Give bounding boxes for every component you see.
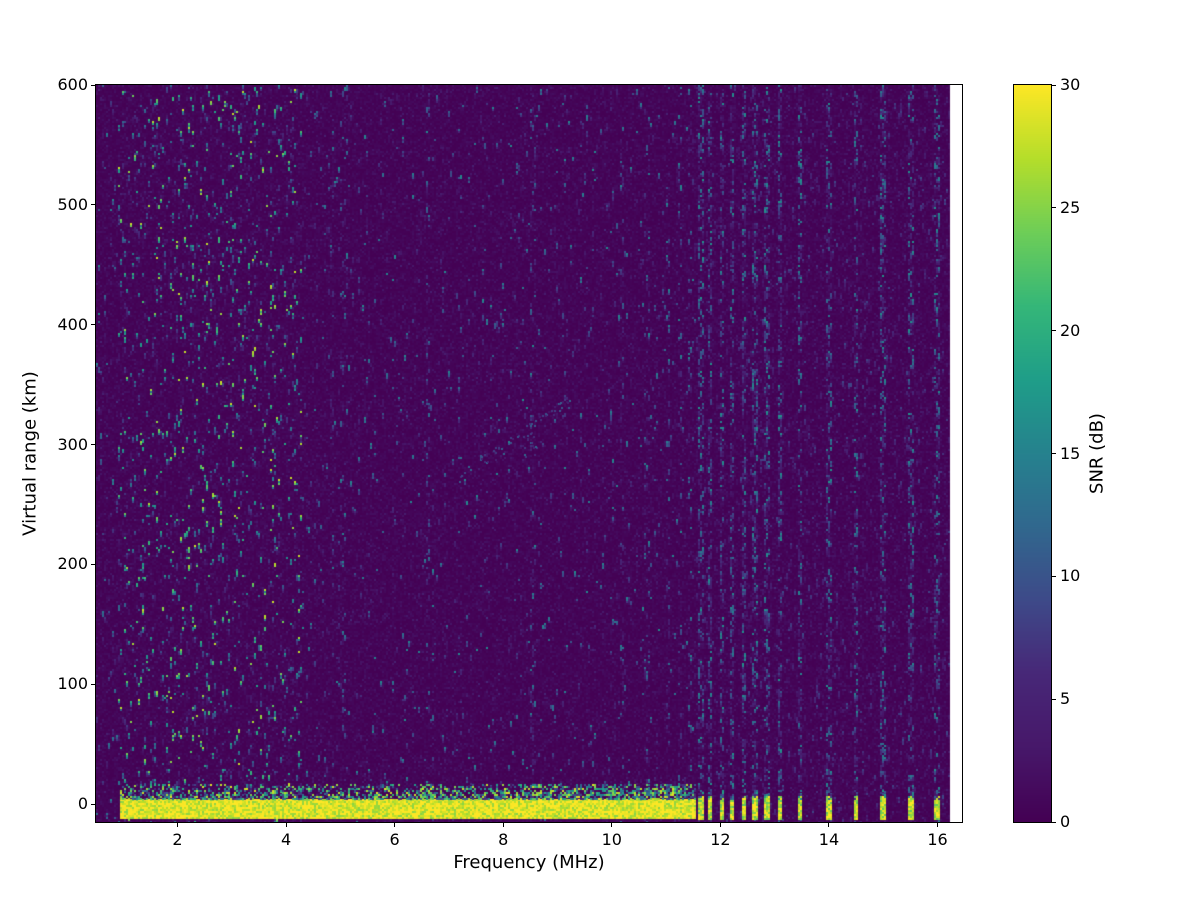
- x-tick-label: 16: [927, 830, 948, 849]
- y-tick-label: 500: [57, 194, 88, 214]
- x-tick-label: 4: [280, 830, 292, 849]
- x-axis-label: Frequency (MHz): [453, 852, 605, 873]
- colorbar-tick-mark: [1052, 84, 1056, 86]
- y-tick-label: 600: [57, 75, 88, 94]
- x-tick-label: 2: [172, 830, 183, 849]
- y-tick-label: 100: [57, 674, 88, 694]
- y-tick-label: 300: [57, 434, 88, 454]
- colorbar-tick-label: 30: [1060, 75, 1081, 94]
- x-tick-mark: [285, 823, 287, 827]
- ionogram-heatmap-canvas: [96, 85, 962, 822]
- colorbar-tick-label: 15: [1060, 443, 1081, 463]
- x-tick-label: 8: [498, 830, 509, 849]
- colorbar-tick-label: 0: [1060, 812, 1071, 831]
- x-tick-mark: [828, 823, 830, 827]
- y-tick-mark: [91, 683, 95, 685]
- x-tick-label: 10: [601, 830, 622, 849]
- x-tick-label: 12: [710, 830, 731, 849]
- colorbar-tick-label: 25: [1060, 197, 1081, 217]
- x-tick-mark: [502, 823, 504, 827]
- colorbar: [1013, 84, 1052, 823]
- y-tick-label: 0: [77, 794, 88, 814]
- colorbar-tick-mark: [1052, 453, 1056, 454]
- colorbar-tick-label: 20: [1060, 320, 1081, 340]
- colorbar-tick-mark: [1052, 207, 1056, 209]
- y-tick-mark: [91, 803, 95, 805]
- y-tick-label: 400: [57, 314, 88, 334]
- x-tick-mark: [937, 823, 939, 827]
- y-tick-mark: [91, 84, 95, 86]
- colorbar-tick-mark: [1052, 698, 1056, 700]
- y-tick-mark: [91, 563, 95, 565]
- colorbar-tick-mark: [1052, 330, 1056, 332]
- x-tick-mark: [176, 823, 178, 827]
- colorbar-tick-mark: [1052, 821, 1056, 823]
- y-tick-mark: [91, 444, 95, 445]
- x-tick-label: 14: [818, 830, 840, 849]
- x-tick-mark: [394, 823, 396, 827]
- x-tick-mark: [719, 823, 721, 827]
- colorbar-tick-label: 10: [1060, 566, 1081, 586]
- x-tick-label: 6: [389, 830, 400, 849]
- colorbar-tick-mark: [1052, 575, 1056, 577]
- colorbar-gradient-canvas: [1014, 85, 1051, 822]
- y-tick-mark: [91, 324, 95, 326]
- x-tick-mark: [611, 823, 613, 827]
- plot-area: [95, 84, 963, 823]
- y-tick-mark: [91, 204, 95, 206]
- colorbar-tick-label: 5: [1060, 689, 1071, 709]
- y-tick-label: 200: [57, 554, 88, 574]
